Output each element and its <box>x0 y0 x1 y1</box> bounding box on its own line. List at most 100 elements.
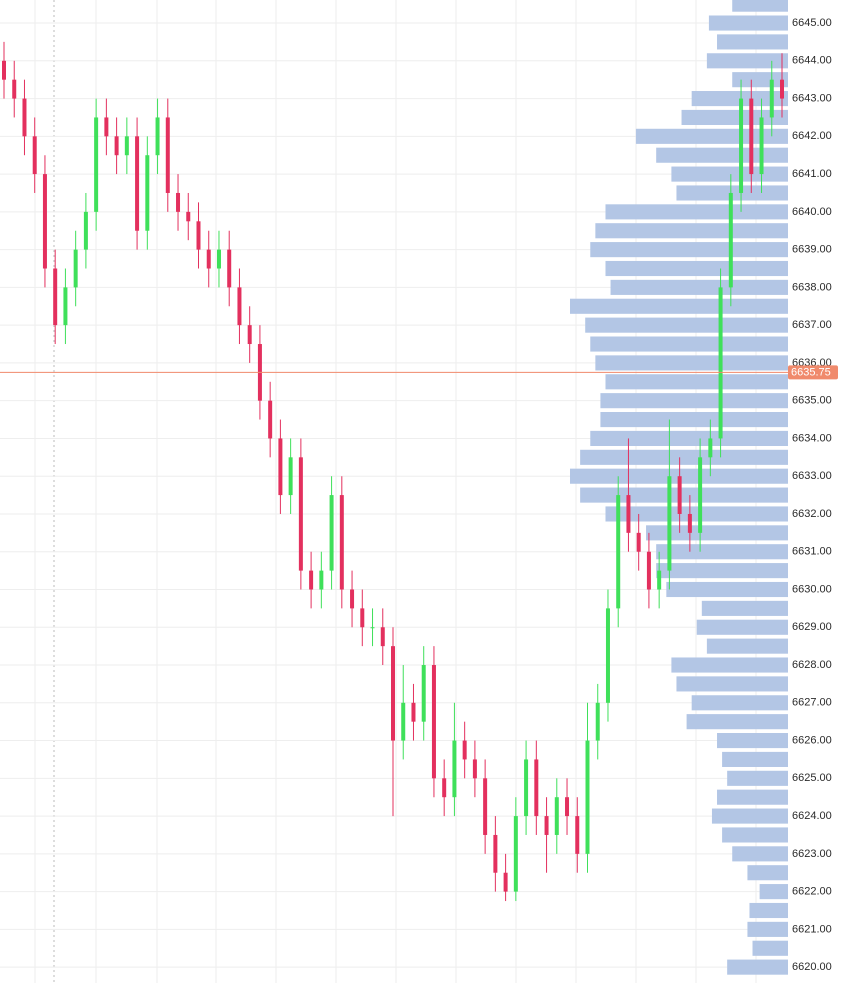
profile-bar <box>717 733 788 749</box>
candle-body <box>667 476 672 571</box>
candle-body <box>298 457 303 571</box>
y-tick-label: 6630.00 <box>792 583 832 595</box>
y-tick-label: 6635.00 <box>792 395 832 407</box>
candle-body <box>616 495 621 609</box>
candle-body <box>575 816 580 854</box>
candle-body <box>32 136 37 175</box>
candle-body <box>206 249 211 269</box>
candle-body <box>360 608 365 628</box>
profile-bar <box>706 53 788 69</box>
y-tick-label: 6639.00 <box>792 244 832 256</box>
candle-body <box>780 79 784 99</box>
y-tick-label: 6629.00 <box>792 621 832 633</box>
profile-bar <box>706 638 788 654</box>
candle-body <box>708 438 713 458</box>
profile-bar <box>727 770 788 786</box>
candle-body <box>165 117 170 193</box>
profile-bar <box>590 430 788 446</box>
y-tick-label: 6645.00 <box>792 17 832 29</box>
candle-body <box>442 778 447 798</box>
candle-body <box>319 570 324 590</box>
candle-body <box>391 646 395 741</box>
candle-body <box>186 211 191 222</box>
candle-body <box>636 532 641 552</box>
profile-bar <box>605 374 788 390</box>
candle-body <box>452 740 457 798</box>
y-tick-label: 6626.00 <box>792 734 832 746</box>
y-tick-label: 6628.00 <box>792 659 832 671</box>
candle-body <box>769 79 774 118</box>
profile-bar <box>691 695 788 711</box>
candle-body <box>759 117 764 175</box>
profile-bar <box>580 487 788 503</box>
y-tick-label: 6625.00 <box>792 772 832 784</box>
volume-profile <box>570 0 788 975</box>
candle-body <box>155 117 160 156</box>
profile-bar <box>605 204 788 220</box>
candle-body <box>227 249 232 288</box>
candle-body <box>554 797 559 835</box>
profile-bar <box>635 128 788 144</box>
profile-bar <box>646 525 788 541</box>
profile-bar <box>570 298 788 314</box>
candle-body <box>309 570 314 590</box>
candle-body <box>94 117 99 212</box>
profile-bar <box>727 959 788 975</box>
y-tick-label: 6631.00 <box>792 546 832 558</box>
candle-body <box>63 287 68 326</box>
candle-body <box>411 702 416 722</box>
candle-body <box>605 608 610 703</box>
y-tick-label: 6634.00 <box>792 432 832 444</box>
profile-bar <box>711 808 788 824</box>
last-price-label: 6635.75 <box>791 366 831 378</box>
profile-bar <box>722 827 788 843</box>
candle-body <box>585 740 590 854</box>
profile-bar <box>610 279 788 295</box>
candle-body <box>483 778 488 835</box>
candle-body <box>114 136 119 156</box>
candle-body <box>534 759 539 817</box>
candle-body <box>749 98 754 175</box>
candle-body <box>401 702 406 741</box>
profile-bar <box>747 865 788 881</box>
candle-body <box>595 702 600 741</box>
candle-body <box>493 834 498 873</box>
candle-body <box>278 438 283 496</box>
profile-bar <box>656 563 788 579</box>
candle-body <box>698 457 703 533</box>
candle-body <box>462 740 467 760</box>
candle-body <box>247 325 252 345</box>
candle-body <box>718 287 723 439</box>
profile-bar <box>595 223 788 239</box>
candle-body <box>380 627 385 647</box>
candle-body <box>421 665 426 722</box>
candle-body <box>339 495 344 590</box>
candle-body <box>288 457 293 496</box>
candle-body <box>739 98 744 193</box>
candle-body <box>145 155 150 231</box>
profile-bar <box>717 789 788 805</box>
candle-body <box>124 136 129 156</box>
last-price-tag <box>788 365 838 380</box>
profile-bar <box>600 412 788 428</box>
profile-bar <box>717 34 788 50</box>
profile-bar <box>759 884 788 900</box>
candle-body <box>237 287 242 326</box>
candle-body <box>329 495 334 571</box>
profile-bar <box>752 940 788 956</box>
profile-bar <box>671 166 788 182</box>
candle-body <box>104 117 109 137</box>
profile-bar <box>590 336 788 352</box>
candle-body <box>135 136 140 231</box>
profile-bar <box>605 506 788 522</box>
profile-bar <box>732 846 788 862</box>
profile-bar <box>590 242 788 258</box>
profile-bar <box>666 581 788 598</box>
profile-bar <box>708 15 788 31</box>
profile-bar <box>676 676 788 692</box>
candle-body <box>646 551 651 590</box>
y-tick-label: 6633.00 <box>792 470 832 482</box>
profile-bar <box>701 600 788 616</box>
profile-bar <box>722 751 788 767</box>
